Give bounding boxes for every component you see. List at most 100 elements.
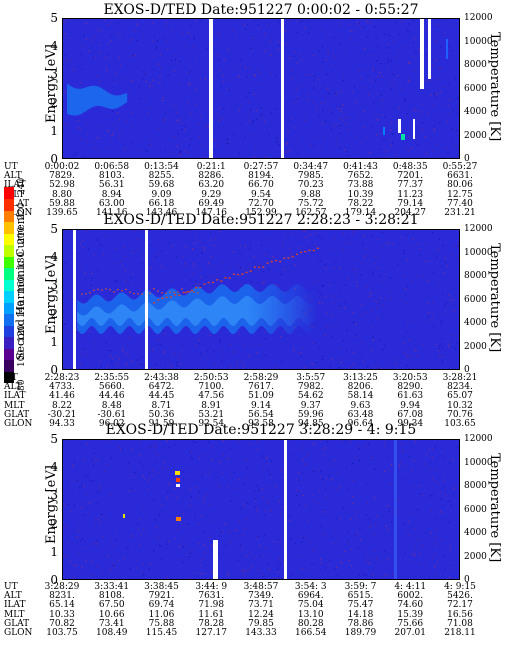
noise-pixel [375, 37, 377, 39]
noise-pixel [316, 105, 318, 107]
noise-pixel [320, 68, 322, 70]
noise-pixel [448, 294, 450, 296]
noise-pixel [447, 152, 449, 154]
noise-pixel [333, 302, 335, 304]
noise-pixel [310, 310, 312, 312]
noise-pixel [403, 252, 405, 254]
ion-band-segment [280, 289, 282, 327]
ion-band-segment [71, 86, 73, 116]
ion-band-core [209, 305, 211, 323]
noise-pixel [333, 124, 335, 126]
noise-pixel [268, 269, 270, 271]
panel-2-plot [62, 229, 460, 370]
noise-pixel [185, 545, 187, 547]
noise-pixel [195, 283, 197, 285]
noise-pixel [309, 300, 311, 302]
noise-pixel [433, 93, 436, 95]
ion-band-core [295, 296, 297, 321]
ephemeris-value: 7100. [198, 382, 225, 393]
ion-band-segment [254, 289, 256, 333]
noise-pixel [404, 523, 406, 525]
noise-pixel [241, 122, 243, 124]
noise-pixel [364, 48, 366, 50]
noise-pixel [281, 240, 283, 242]
noise-pixel [315, 546, 317, 549]
noise-pixel [340, 560, 342, 562]
ion-band-core [311, 303, 313, 325]
noise-pixel [240, 508, 242, 510]
trace-dot [89, 292, 91, 294]
ephemeris-value: 207.01 [394, 628, 427, 638]
noise-pixel [411, 281, 413, 283]
ion-band-core [281, 302, 283, 319]
ephemeris-value: 103.65 [444, 419, 476, 429]
noise-pixel [428, 577, 430, 579]
noise-pixel [246, 571, 248, 573]
noise-pixel [321, 29, 323, 31]
ion-band-core [249, 296, 251, 325]
ion-band-core [272, 296, 274, 326]
noise-pixel [295, 100, 297, 102]
noise-pixel [151, 69, 153, 71]
noise-pixel [155, 46, 158, 48]
ephemeris-value: 6964. [297, 591, 324, 602]
noise-pixel [404, 266, 406, 268]
noise-pixel [250, 242, 252, 244]
noise-pixel [283, 291, 285, 294]
noise-pixel [281, 361, 283, 363]
noise-pixel [164, 532, 166, 534]
noise-pixel [442, 244, 444, 247]
ion-band-core [260, 303, 262, 319]
noise-pixel [383, 139, 385, 141]
noise-pixel [448, 343, 450, 345]
noise-pixel [391, 464, 393, 466]
noise-pixel [427, 315, 429, 317]
ephemeris-value: 44.46 [98, 391, 125, 402]
noise-pixel [270, 476, 272, 479]
ion-band-core [223, 296, 225, 319]
noise-pixel [359, 143, 361, 145]
noise-pixel [335, 325, 337, 327]
noise-pixel [179, 362, 181, 365]
noise-pixel [154, 519, 156, 521]
trace-dot [283, 257, 286, 259]
trace-dot [121, 290, 123, 292]
noise-pixel [370, 325, 372, 327]
noise-pixel [372, 273, 374, 275]
noise-pixel [76, 536, 78, 538]
noise-pixel [255, 501, 257, 503]
noise-pixel [276, 365, 278, 367]
noise-pixel [176, 119, 178, 121]
noise-pixel [148, 85, 150, 88]
noise-pixel [192, 249, 194, 251]
noise-pixel [129, 490, 131, 492]
noise-pixel [440, 320, 443, 322]
noise-pixel [321, 301, 323, 303]
noise-pixel [356, 532, 358, 534]
noise-pixel [90, 284, 92, 286]
noise-pixel [256, 506, 258, 508]
ion-band-core [313, 303, 314, 322]
noise-pixel [300, 59, 302, 61]
noise-pixel [431, 510, 433, 512]
noise-pixel [397, 75, 399, 77]
noise-pixel [363, 361, 365, 363]
noise-pixel [322, 109, 324, 111]
ion-band-core [153, 306, 155, 323]
noise-pixel [454, 77, 456, 79]
noise-pixel [263, 496, 265, 498]
ion-band-segment [307, 291, 309, 334]
trace-dot [189, 291, 191, 293]
noise-pixel [313, 324, 315, 326]
noise-pixel [248, 92, 250, 94]
noise-pixel [303, 84, 305, 86]
noise-pixel [408, 62, 410, 64]
noise-pixel [123, 246, 125, 248]
ion-band-segment [287, 291, 289, 334]
noise-pixel [130, 473, 132, 476]
noise-pixel [127, 354, 130, 356]
noise-pixel [319, 470, 321, 472]
ion-band-segment [297, 284, 299, 327]
noise-pixel [434, 130, 436, 133]
noise-pixel [269, 41, 271, 43]
